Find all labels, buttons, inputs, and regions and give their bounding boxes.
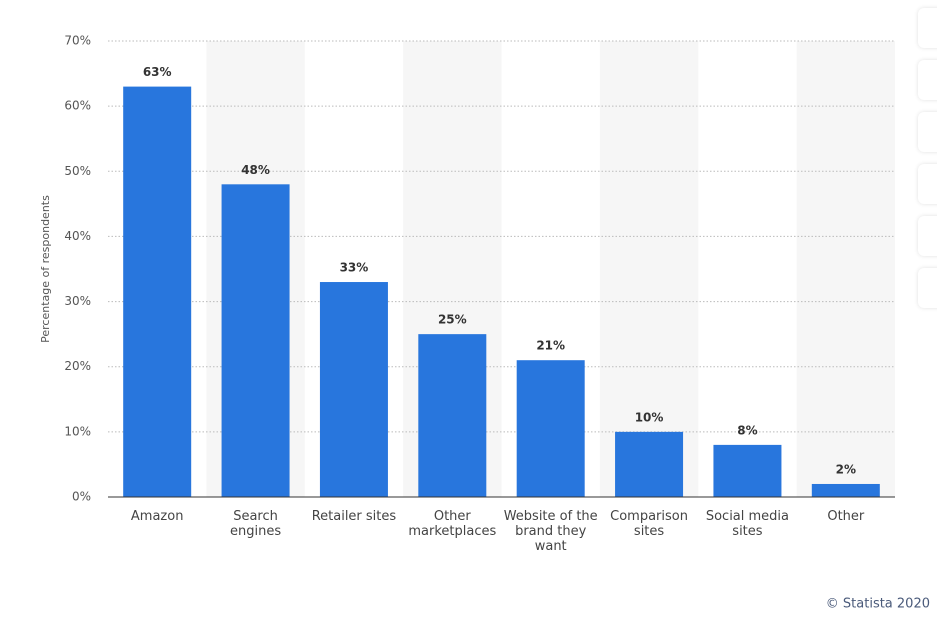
value-label: 25% — [438, 313, 467, 327]
x-tick-label: Website of the brand they want — [503, 509, 598, 554]
y-tick-label: 10% — [64, 424, 91, 438]
tool-button[interactable] — [918, 8, 937, 48]
x-tick-label: Retailer sites — [311, 509, 397, 524]
bar — [811, 483, 880, 497]
value-label: 10% — [635, 410, 664, 424]
tool-button[interactable] — [918, 112, 937, 152]
y-tick-label: 40% — [64, 229, 91, 243]
bar — [516, 360, 585, 497]
y-tick-label: 30% — [64, 294, 91, 308]
x-tick-label: Other marketplaces — [408, 509, 497, 539]
y-tick-label: 60% — [64, 99, 91, 113]
value-label: 48% — [241, 163, 270, 177]
y-tick-label: 0% — [72, 490, 91, 504]
bar — [615, 431, 684, 497]
tool-button[interactable] — [918, 268, 937, 308]
value-label: 8% — [737, 423, 757, 437]
value-label: 63% — [143, 65, 172, 79]
y-axis-label: Percentage of respondents — [39, 195, 52, 343]
x-tick-label: Other — [827, 509, 865, 524]
tool-button[interactable] — [918, 164, 937, 204]
value-label: 2% — [836, 462, 856, 476]
x-tick-label: Social media sites — [705, 509, 790, 539]
bar — [123, 86, 192, 497]
bar — [713, 444, 782, 497]
source: © Statista 2020 — [826, 597, 930, 612]
y-tick-label: 70% — [64, 34, 91, 48]
bar — [418, 334, 487, 497]
bar — [319, 282, 388, 497]
tool-button[interactable] — [918, 216, 937, 256]
y-tick-label: 20% — [64, 359, 91, 373]
value-label: 33% — [340, 261, 369, 275]
tool-button[interactable] — [918, 60, 937, 100]
x-tick-label: Search engines — [230, 509, 282, 539]
x-tick-label: Amazon — [130, 509, 184, 524]
x-tick-label: Comparison sites — [610, 509, 688, 539]
value-label: 21% — [536, 339, 565, 353]
band-shade — [599, 41, 699, 497]
bar — [221, 184, 290, 498]
y-tick-label: 50% — [64, 164, 91, 178]
band-shade — [796, 41, 895, 497]
